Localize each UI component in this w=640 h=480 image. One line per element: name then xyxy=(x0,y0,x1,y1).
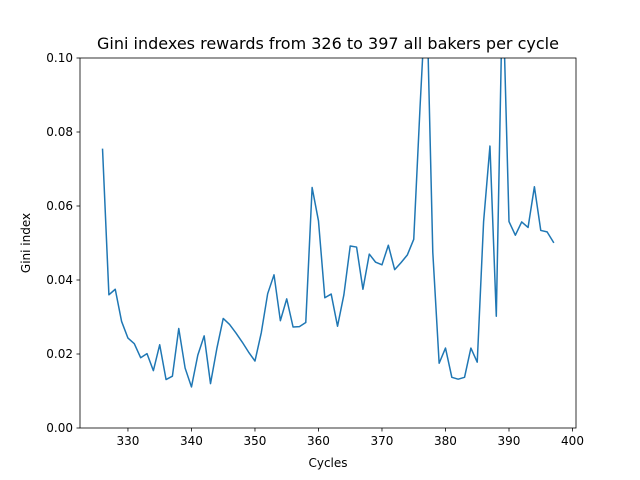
x-tick-label: 350 xyxy=(244,434,267,448)
axis-ticks: 330 340 350 360 370 380 390 400 0.00 0.02 0.04 0.06… xyxy=(46,51,584,448)
plot-area xyxy=(101,58,555,388)
y-tick-label: 0.00 xyxy=(46,421,73,435)
plot-frame xyxy=(79,57,577,429)
x-tick-label: 340 xyxy=(180,434,203,448)
y-tick-label: 0.04 xyxy=(46,273,73,287)
x-axis-title: Cycles xyxy=(308,456,347,470)
x-tick-label: 390 xyxy=(498,434,521,448)
y-tick-label: 0.06 xyxy=(46,199,73,213)
x-tick-label: 370 xyxy=(371,434,394,448)
x-tick-label: 380 xyxy=(434,434,457,448)
y-axis-title: Gini index xyxy=(19,213,33,273)
x-tick-label: 360 xyxy=(307,434,330,448)
chart-title: Gini indexes rewards from 326 to 397 all… xyxy=(97,34,559,53)
x-tick-label: 400 xyxy=(561,434,584,448)
y-tick-label: 0.10 xyxy=(46,51,73,65)
y-tick-label: 0.08 xyxy=(46,125,73,139)
x-tick-label: 330 xyxy=(116,434,139,448)
series-line-0 xyxy=(101,58,555,388)
y-tick-label: 0.02 xyxy=(46,347,73,361)
